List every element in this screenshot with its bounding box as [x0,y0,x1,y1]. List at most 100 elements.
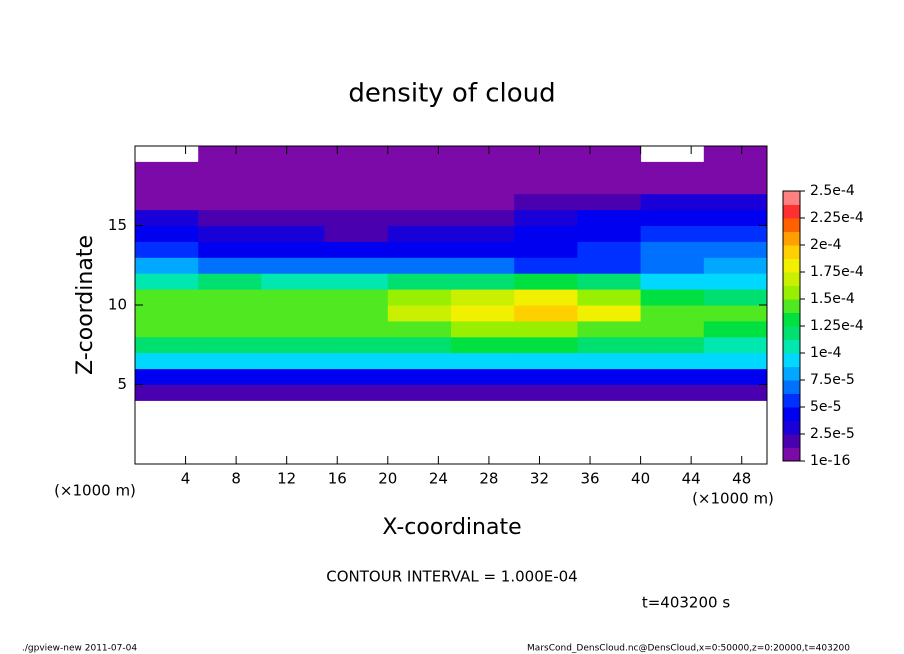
cell [387,320,452,338]
cell [135,225,199,242]
cell [135,289,199,306]
cell [577,146,642,163]
colorbar-band [783,380,800,394]
cell [514,384,578,401]
x-tick-label: 36 [580,470,599,488]
cell [324,368,389,385]
y-unit: (×1000 m) [54,482,136,500]
y-tick-label: 15 [108,216,127,234]
cell [451,161,515,179]
colorbar-band [783,434,800,448]
colorbar-label: 1.5e-4 [810,291,855,307]
cell [387,209,452,226]
cell [387,241,452,258]
cell [640,289,705,306]
cell [703,289,768,306]
colorbar-band [783,312,800,327]
cell [451,384,515,401]
cell [135,320,199,338]
cell [451,289,515,306]
cell [261,289,326,306]
colorbar-label: 2.5e-5 [810,426,855,442]
cell [387,368,452,385]
colorbar-band [783,393,800,408]
cell [703,225,768,242]
cell [703,273,768,290]
cell [451,368,515,385]
cell [703,177,768,195]
cell [261,161,326,179]
x-tick-label: 4 [181,470,191,488]
cell [261,336,326,354]
cell [387,193,452,211]
x-axis-label: X-coordinate [382,515,521,540]
cell [514,273,578,290]
cell [703,384,768,401]
cell [703,368,768,385]
cell [387,273,452,290]
cell [514,289,578,306]
cell [577,257,642,274]
cell [261,209,326,226]
cell [261,273,326,290]
cell [261,193,326,211]
cell [198,177,262,195]
cell [514,146,578,163]
colorbar-band [783,245,800,259]
axes: 4 8 12 16 20 24 28 32 36 40 44 48510151e-162.5e-55e… [108,145,864,488]
cell [198,241,262,258]
cell [451,336,515,354]
cell [514,320,578,338]
cell [640,257,705,274]
cell [324,336,389,354]
x-tick-label: 16 [328,470,347,488]
cell [514,352,578,370]
x-tick-label: 32 [530,470,549,488]
cell [261,352,326,370]
cell [514,368,578,385]
x-tick-label: 12 [277,470,296,488]
cell [324,161,389,179]
cell [324,257,389,274]
cell [577,320,642,338]
cell [261,257,326,274]
cell [451,225,515,242]
cell [514,257,578,274]
cell [261,384,326,401]
colorbar-label: 5e-5 [810,399,841,415]
x-tick-label: 44 [682,470,701,488]
cell [451,209,515,226]
cell [577,241,642,258]
x-unit: (×1000 m) [692,490,774,508]
cell [198,384,262,401]
cell [198,305,262,322]
cell [387,257,452,274]
cell [324,241,389,258]
cell [135,257,199,274]
colorbar-band [783,258,800,273]
cell [703,320,768,338]
cell [135,193,199,211]
cell [387,225,452,242]
x-tick-label: 8 [231,470,241,488]
cell [640,305,705,322]
colorbar-label: 1.75e-4 [810,264,864,280]
cell [640,336,705,354]
cell [135,209,199,226]
colorbar-label: 2e-4 [810,237,842,253]
cell [451,193,515,211]
cell [387,384,452,401]
cell [577,336,642,354]
cell [135,177,199,195]
cell [514,241,578,258]
cell [324,352,389,370]
colorbar-band [783,353,800,367]
cell [198,161,262,179]
cell [577,273,642,290]
cell [451,177,515,195]
colorbar-band [783,420,800,435]
cell [198,257,262,274]
cell [703,257,768,274]
cell [703,193,768,211]
cell [703,241,768,258]
